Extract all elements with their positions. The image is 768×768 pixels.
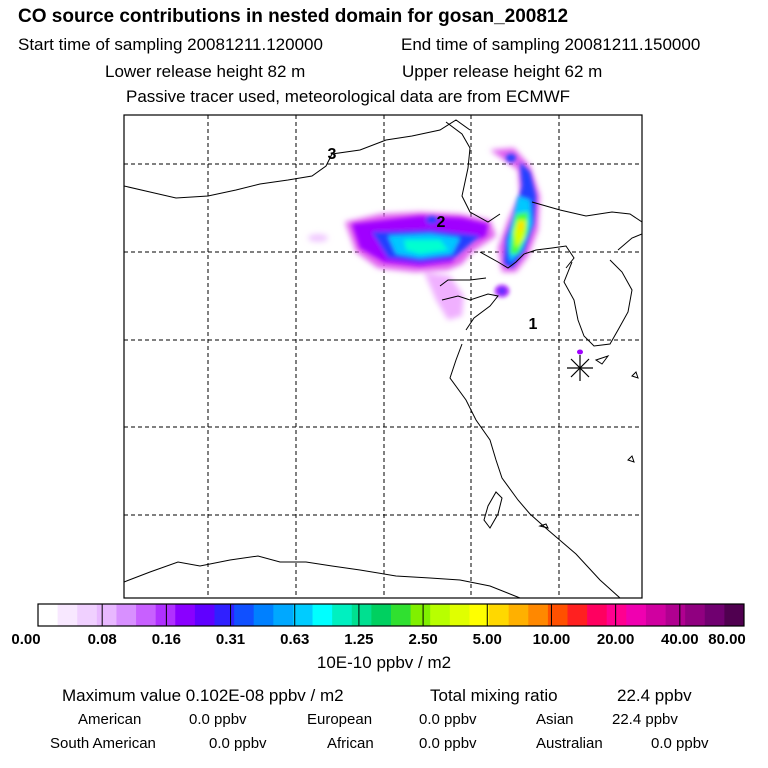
- south-american-label: South American: [50, 735, 156, 752]
- tracer-note: Passive tracer used, meteorological data…: [126, 87, 571, 106]
- color-legend-cell: [704, 604, 725, 626]
- color-legend-cell: [371, 604, 392, 626]
- australian-label: Australian: [536, 735, 603, 752]
- color-legend-cell: [724, 604, 745, 626]
- region-label-3: 3: [328, 146, 337, 163]
- map-panel: 3 2 1: [123, 114, 643, 599]
- color-legend-tick-label: 0.63: [280, 631, 310, 648]
- color-legend-cell: [175, 604, 196, 626]
- african-value: 0.0 ppbv: [419, 735, 477, 752]
- color-legend-cell: [351, 604, 372, 626]
- color-legend-cell: [567, 604, 588, 626]
- color-legend-cells: [38, 604, 745, 626]
- color-legend-unit: 10E-10 ppbv / m2: [316, 653, 452, 672]
- color-legend-cell: [38, 604, 59, 626]
- color-legend-cell: [606, 604, 627, 626]
- color-legend-cell: [77, 604, 98, 626]
- color-legend-cell: [214, 604, 235, 626]
- color-legend-frame: [37, 603, 745, 627]
- european-label: European: [307, 711, 373, 728]
- african-label: African: [327, 735, 374, 752]
- color-legend-cell: [312, 604, 333, 626]
- european-value: 0.0 ppbv: [419, 711, 477, 728]
- color-legend-cell: [489, 604, 510, 626]
- color-legend-tick-label: 5.00: [472, 631, 502, 648]
- color-legend-cell: [273, 604, 294, 626]
- start-time-label: Start time of sampling 20081211.120000: [18, 35, 323, 54]
- map-title: CO source contributions in nested domain…: [18, 6, 569, 27]
- color-legend-cell: [96, 604, 117, 626]
- color-legend-cell: [136, 604, 157, 626]
- color-legend-cell: [253, 604, 274, 626]
- color-legend-cell: [645, 604, 666, 626]
- map-frame: [123, 114, 643, 599]
- color-legend-tick-label: 10.00: [532, 631, 571, 648]
- color-legend-tick-label: 40.00: [661, 631, 699, 648]
- color-legend-tick-label: 80.00: [708, 631, 746, 648]
- maximum-value-label: Maximum value 0.102E-08 ppbv / m2: [62, 686, 344, 705]
- american-value: 0.0 ppbv: [189, 711, 247, 728]
- color-legend-cell: [234, 604, 255, 626]
- color-legend-tick-label: 1.25: [344, 631, 374, 648]
- end-time-label: End time of sampling 20081211.150000: [401, 35, 701, 54]
- color-legend-cell: [528, 604, 549, 626]
- color-legend-cell: [449, 604, 470, 626]
- color-legend-cell: [626, 604, 647, 626]
- color-legend: [37, 603, 745, 627]
- asterisk-icon: [567, 355, 593, 381]
- upper-release-height-label: Upper release height 62 m: [402, 62, 603, 81]
- color-legend-tick-label: 20.00: [596, 631, 635, 648]
- site-plume-spot: [577, 349, 583, 355]
- color-legend-cell: [430, 604, 451, 626]
- color-legend-cell: [587, 604, 608, 626]
- color-legend-cell: [410, 604, 431, 626]
- color-legend-tick-label: 2.50: [408, 631, 438, 648]
- color-legend-cell: [332, 604, 353, 626]
- lower-release-height-label: Lower release height 82 m: [105, 62, 306, 81]
- color-legend-cell: [469, 604, 490, 626]
- color-legend-cell: [194, 604, 215, 626]
- asian-value: 22.4 ppbv: [612, 711, 678, 728]
- australian-value: 0.0 ppbv: [651, 735, 709, 752]
- color-legend-tick-label: 0.16: [151, 631, 181, 648]
- south-american-value: 0.0 ppbv: [209, 735, 267, 752]
- asian-label: Asian: [536, 711, 574, 728]
- american-label: American: [78, 711, 142, 728]
- total-mixing-ratio-value: 22.4 ppbv: [617, 686, 692, 705]
- color-legend-cell: [391, 604, 412, 626]
- color-legend-tick-label: 0.00: [11, 631, 41, 648]
- region-label-1: 1: [529, 316, 538, 333]
- color-legend-cell: [665, 604, 686, 626]
- color-legend-cell: [508, 604, 529, 626]
- color-legend-cell: [57, 604, 78, 626]
- color-legend-tick-label: 0.31: [215, 631, 246, 648]
- total-mixing-ratio-label: Total mixing ratio: [430, 686, 558, 705]
- color-legend-cell: [547, 604, 568, 626]
- coastlines: [124, 119, 642, 598]
- color-legend-cell: [292, 604, 313, 626]
- color-legend-cell: [116, 604, 137, 626]
- co-plume: [308, 148, 540, 320]
- region-label-2: 2: [437, 214, 446, 231]
- color-legend-tick-label: 0.08: [87, 631, 117, 648]
- color-legend-cell: [155, 604, 176, 626]
- color-legend-cell: [685, 604, 706, 626]
